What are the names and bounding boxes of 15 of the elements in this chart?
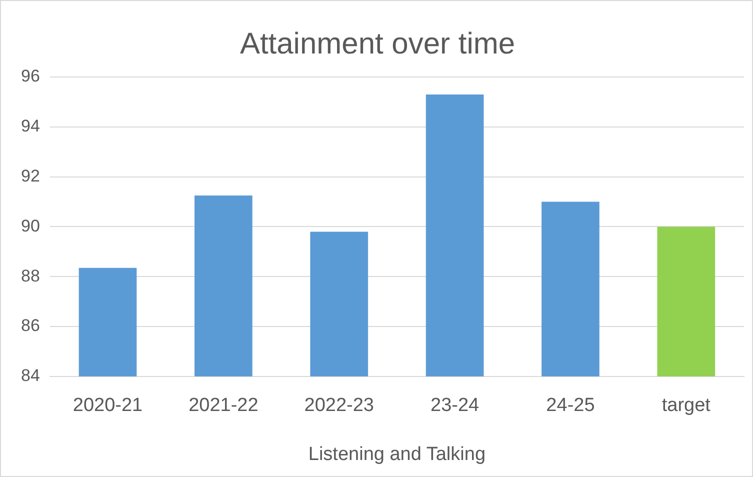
x-tick-label: 2021-22 — [188, 395, 258, 416]
y-tick-label: 88 — [20, 266, 40, 286]
y-tick-label: 92 — [20, 166, 40, 186]
y-tick-label: 84 — [20, 366, 40, 386]
y-tick-label: 96 — [20, 66, 40, 86]
x-tick-label: target — [662, 395, 712, 416]
y-tick-label: 86 — [20, 316, 40, 336]
x-tick-label: 2020-21 — [72, 395, 143, 416]
x-tick-label: 24-25 — [546, 395, 595, 416]
x-tick-label: 23-24 — [430, 395, 480, 416]
x-tick-label: 2022-23 — [304, 395, 374, 416]
y-tick-label: 90 — [20, 216, 40, 236]
y-tick-label: 94 — [20, 116, 40, 136]
chart-title: Attainment over time — [240, 27, 516, 60]
x-axis-title: Listening and Talking — [308, 444, 486, 465]
